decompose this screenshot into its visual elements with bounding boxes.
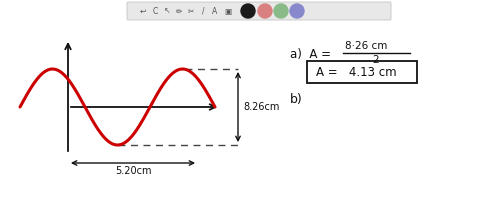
- Text: 8.26cm: 8.26cm: [243, 102, 279, 112]
- Text: 2: 2: [372, 55, 379, 65]
- Text: ▣: ▣: [224, 6, 232, 15]
- Circle shape: [274, 4, 288, 18]
- Text: ↖: ↖: [164, 6, 170, 15]
- Text: /: /: [202, 6, 204, 15]
- FancyBboxPatch shape: [127, 2, 391, 20]
- Text: a)  A =: a) A =: [290, 48, 331, 61]
- Text: A: A: [212, 6, 217, 15]
- Text: C: C: [152, 6, 157, 15]
- Text: ✂: ✂: [188, 6, 194, 15]
- Text: b): b): [290, 92, 303, 106]
- Text: 8·26 cm: 8·26 cm: [345, 41, 387, 51]
- Text: ↩: ↩: [140, 6, 146, 15]
- Text: 5.20cm: 5.20cm: [115, 166, 151, 176]
- Circle shape: [290, 4, 304, 18]
- Text: ✏: ✏: [176, 6, 182, 15]
- Circle shape: [241, 4, 255, 18]
- Text: A =   4.13 cm: A = 4.13 cm: [316, 65, 396, 79]
- Circle shape: [258, 4, 272, 18]
